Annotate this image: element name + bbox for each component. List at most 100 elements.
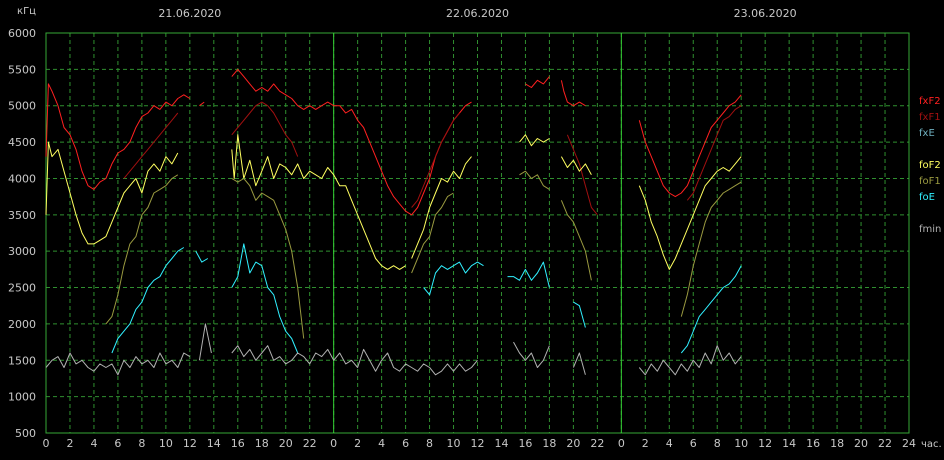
series-line-foE — [111, 247, 185, 354]
x-tick-label: 12 — [183, 437, 197, 450]
y-tick-label: 500 — [15, 427, 36, 440]
series-line-fxF1 — [411, 112, 460, 208]
series-line-foE — [680, 265, 742, 354]
series-line-fxF2 — [231, 68, 472, 216]
series-line-fxF2 — [45, 83, 191, 190]
x-tick-label: 16 — [231, 437, 245, 450]
x-tick-label: 8 — [426, 437, 433, 450]
plot-frame — [45, 32, 910, 434]
series-line-foE — [195, 250, 209, 263]
axis-layer — [45, 32, 910, 434]
x-tick-label: 4 — [90, 437, 97, 450]
series-line-foF2 — [231, 134, 406, 270]
series-line-foF1 — [105, 174, 179, 325]
x-tick-label: 16 — [806, 437, 820, 450]
x-tick-label: 20 — [279, 437, 293, 450]
x-tick-label: 0 — [43, 437, 50, 450]
y-tick-label: 5000 — [8, 100, 36, 113]
x-tick-label: 10 — [159, 437, 173, 450]
y-tick-label: 5500 — [8, 63, 36, 76]
series-line-foF1 — [680, 181, 742, 317]
legend-entry-fxF2: fxF2 — [919, 96, 941, 107]
series-line-foF2 — [638, 156, 742, 270]
date-label: 22.06.2020 — [446, 7, 509, 20]
x-tick-label: 18 — [255, 437, 269, 450]
y-tick-label: 3000 — [8, 245, 36, 258]
x-tick-label: 10 — [447, 437, 461, 450]
y-tick-label: 3500 — [8, 209, 36, 222]
y-tick-label: 4000 — [8, 172, 36, 185]
y-tick-label: 1000 — [8, 391, 36, 404]
y-tick-label: 4500 — [8, 136, 36, 149]
series-line-foF2 — [411, 156, 472, 259]
x-tick-label: 6 — [114, 437, 121, 450]
series-line-fxF1 — [686, 105, 742, 201]
x-tick-label: 22 — [303, 437, 317, 450]
series-line-fmin — [45, 352, 191, 376]
x-tick-label: 14 — [782, 437, 796, 450]
x-tick-label: 4 — [378, 437, 385, 450]
x-tick-label: 22 — [590, 437, 604, 450]
date-label: 23.06.2020 — [734, 7, 797, 20]
x-tick-label: 18 — [830, 437, 844, 450]
x-tick-label: 16 — [518, 437, 532, 450]
x-tick-label: 12 — [758, 437, 772, 450]
y-tick-label: 2000 — [8, 318, 36, 331]
series-line-fmin — [231, 345, 478, 376]
legend-entry-fmin: fmin — [919, 224, 941, 235]
x-tick-label: 2 — [642, 437, 649, 450]
legend-entry-foF2: foF2 — [919, 160, 941, 171]
x-tick-label: 6 — [690, 437, 697, 450]
x-tick-label: 2 — [354, 437, 361, 450]
series-line-fmin — [572, 352, 586, 375]
x-tick-label: 4 — [666, 437, 673, 450]
x-tick-label: 6 — [402, 437, 409, 450]
series-layer — [45, 68, 742, 376]
y-tick-label: 2500 — [8, 282, 36, 295]
series-line-foF2 — [519, 134, 550, 147]
series-line-foF2 — [560, 156, 592, 176]
series-line-fxF2 — [638, 94, 742, 198]
series-line-fxF1 — [123, 112, 179, 179]
legend-entry-foF1: foF1 — [919, 176, 941, 187]
series-line-fxF1 — [231, 101, 299, 157]
x-tick-label: 18 — [542, 437, 556, 450]
series-line-foE — [231, 243, 299, 354]
x-tick-label: 8 — [138, 437, 145, 450]
x-tick-label: 24 — [902, 437, 916, 450]
y-unit-label: кГц — [17, 6, 36, 17]
series-line-fmin — [638, 345, 742, 376]
x-tick-label: 12 — [471, 437, 485, 450]
x-tick-label: 0 — [330, 437, 337, 450]
series-line-fxF2 — [199, 101, 205, 107]
series-line-foF1 — [411, 192, 454, 274]
x-unit-label: час. — [921, 439, 942, 450]
legend-entry-fxF1: fxF1 — [919, 112, 941, 123]
x-tick-label: 20 — [854, 437, 868, 450]
series-line-foF1 — [519, 170, 550, 190]
series-line-foE — [507, 261, 550, 288]
x-tick-label: 22 — [878, 437, 892, 450]
label-layer: 5001000150020002500300035004000450050005… — [8, 7, 941, 450]
x-tick-label: 14 — [207, 437, 221, 450]
legend-entry-fxE: fxE — [919, 128, 935, 139]
legend-entry-foE: foE — [919, 192, 935, 203]
date-label: 21.06.2020 — [158, 7, 221, 20]
series-line-fxF2 — [525, 76, 550, 88]
series-line-foF1 — [231, 178, 305, 339]
series-line-foF2 — [45, 141, 179, 245]
x-tick-label: 0 — [618, 437, 625, 450]
series-line-foE — [573, 301, 586, 328]
x-tick-label: 20 — [566, 437, 580, 450]
y-tick-label: 1500 — [8, 354, 36, 367]
x-tick-label: 8 — [714, 437, 721, 450]
series-line-fmin — [198, 323, 212, 361]
grid-layer — [45, 32, 910, 434]
series-line-foE — [423, 261, 484, 296]
series-line-fxF2 — [560, 80, 586, 107]
series-line-fxF1 — [566, 134, 598, 216]
x-tick-label: 14 — [494, 437, 508, 450]
